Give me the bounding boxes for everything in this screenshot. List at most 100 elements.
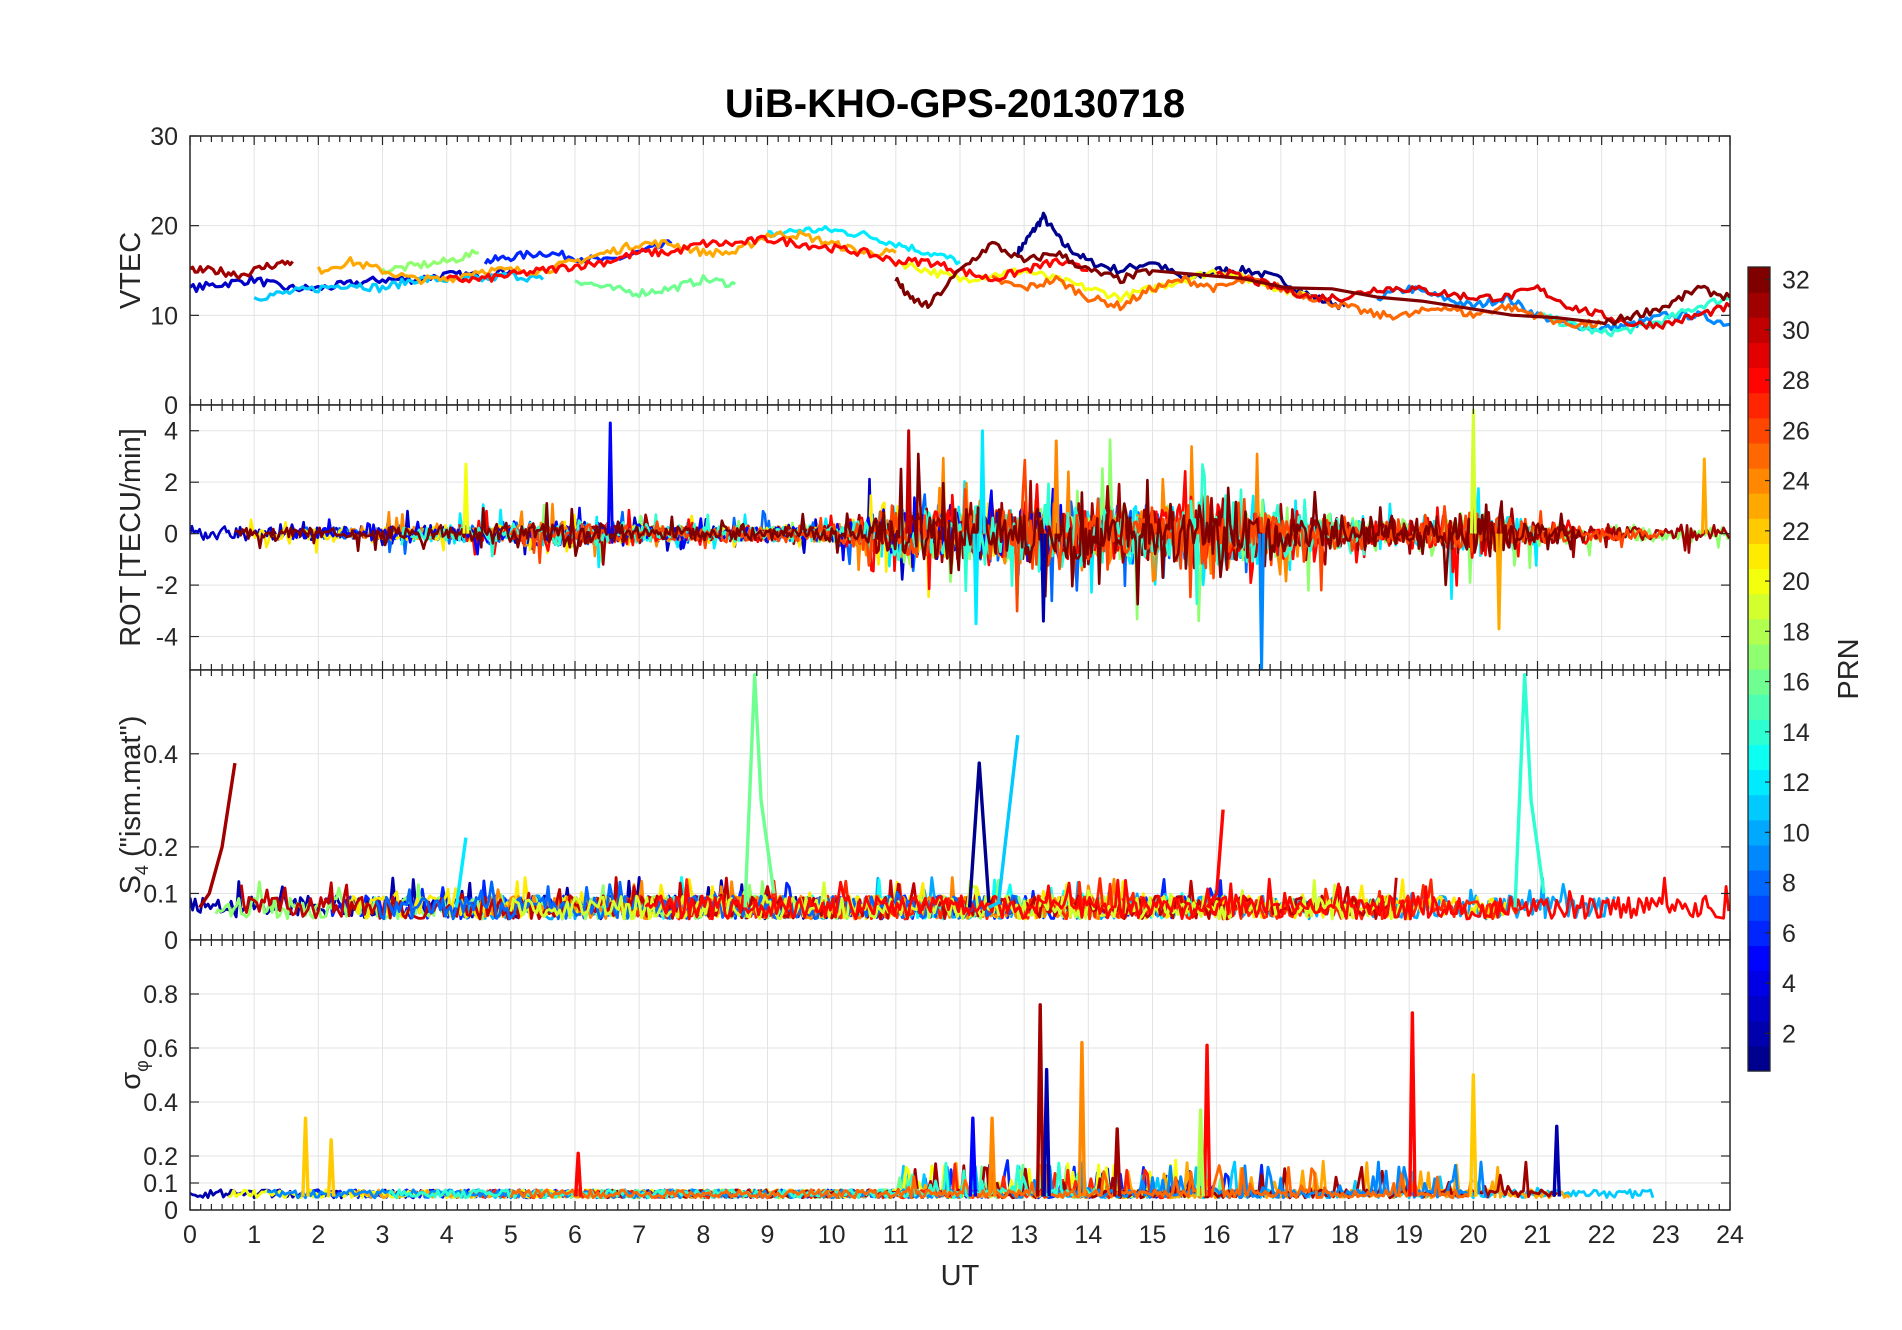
sigphi-spike — [1112, 1127, 1122, 1197]
data-layer — [190, 408, 1730, 670]
colorbar-tick-label: 32 — [1782, 267, 1810, 295]
colorbar-frame — [1747, 266, 1771, 1072]
colorbar-tick-label: 28 — [1782, 367, 1810, 395]
s4-spike — [1205, 809, 1225, 909]
y-tick-label: 0.1 — [143, 880, 178, 908]
series-prn-17 — [381, 248, 480, 275]
colorbar-tick-label: 16 — [1782, 669, 1810, 697]
panel-vtec: 0 10 20 30 VTEC — [115, 123, 1731, 420]
sigphi-spike — [1042, 1067, 1051, 1197]
rot-spike — [1700, 457, 1708, 534]
x-axis-label: UT — [941, 1260, 980, 1292]
colorbar-swatch — [1748, 1020, 1770, 1047]
rot-spike — [972, 533, 980, 626]
colorbar-swatch — [1748, 543, 1770, 570]
colorbar-swatch — [1748, 920, 1770, 946]
s4-spike — [988, 734, 1020, 909]
rot-spike — [606, 421, 614, 534]
colorbar-tick-label: 2 — [1782, 1020, 1796, 1048]
colorbar-swatch — [1748, 769, 1770, 796]
colorbar-swatch — [1748, 618, 1770, 645]
colorbar-tick-label: 8 — [1782, 870, 1796, 898]
x-tick-label: 1 — [247, 1221, 261, 1249]
s4-spike — [454, 837, 468, 908]
x-tick-label: 16 — [1203, 1221, 1231, 1249]
x-tick-label: 11 — [883, 1221, 909, 1249]
sigphi-spike — [1202, 1043, 1212, 1197]
panel-s4: 0 0.1 0.2 0.4S4 ("ism.mat") — [115, 669, 1731, 955]
sigphi-spike — [573, 1151, 583, 1197]
colorbar-tick-label: 10 — [1782, 819, 1810, 847]
x-ticks — [189, 136, 1731, 405]
rot-spike — [1495, 533, 1503, 631]
s4-spike — [198, 762, 237, 909]
series-prn-20 — [894, 261, 1314, 303]
sigphi-spike — [326, 1138, 336, 1197]
colorbar-tick-label: 18 — [1782, 618, 1810, 646]
y-tick-label: 0.2 — [143, 834, 178, 862]
x-ticks — [189, 670, 1731, 940]
x-tick-label: 12 — [946, 1221, 974, 1249]
colorbar-tick-label: 4 — [1782, 970, 1796, 998]
colorbar-swatch — [1748, 417, 1770, 444]
x-tick-label: 24 — [1716, 1221, 1744, 1249]
colorbar-swatch — [1748, 442, 1770, 469]
colorbar-swatch — [1748, 719, 1770, 745]
colorbar-tick-label: 14 — [1782, 719, 1810, 747]
colorbar-swatch — [1748, 870, 1770, 896]
colorbar-swatch — [1748, 744, 1770, 771]
y-tick-label: 0.1 — [143, 1170, 178, 1198]
colorbar-swatch — [1748, 1045, 1770, 1072]
colorbar-swatch — [1748, 819, 1770, 846]
colorbar-swatch — [1748, 593, 1770, 620]
y-tick-label: 0 — [164, 392, 178, 420]
y-tick-label: 0 — [164, 1197, 178, 1225]
y-tick-label: 0 — [164, 927, 178, 955]
colorbar-swatch — [1748, 844, 1770, 871]
colorbar-swatch — [1748, 392, 1770, 419]
y-tick-label: 30 — [150, 123, 178, 151]
colorbar-swatch — [1748, 468, 1770, 494]
y-axis-label: σφ — [115, 1060, 152, 1090]
series-prn-11 — [253, 271, 545, 302]
colorbar-swatch — [1748, 643, 1770, 670]
x-tick-label: 9 — [761, 1221, 775, 1249]
series-prn-31 — [190, 259, 294, 280]
sigphi-spike — [1196, 1108, 1205, 1197]
rot-spike — [905, 429, 913, 534]
data-layer — [190, 1003, 1655, 1200]
sigphi-spike — [1077, 1040, 1087, 1197]
x-tick-label: 10 — [818, 1221, 846, 1249]
y-tick-label: 2 — [164, 469, 178, 497]
x-tick-label: 4 — [440, 1221, 454, 1249]
sigphi-spike — [1408, 1011, 1417, 1197]
colorbar-swatch — [1748, 317, 1770, 343]
x-tick-label: 13 — [1010, 1221, 1038, 1249]
rot-spike — [979, 429, 986, 534]
x-tick-label: 5 — [504, 1221, 518, 1249]
x-tick-label: 2 — [311, 1221, 325, 1249]
colorbar-tick-label: 26 — [1782, 417, 1810, 445]
colorbar-swatch — [1748, 970, 1770, 997]
x-tick-label: 3 — [376, 1221, 390, 1249]
colorbar-swatch — [1748, 794, 1770, 821]
colorbar-swatch — [1748, 669, 1770, 695]
y-axis-label: ROT [TECU/min] — [115, 428, 147, 647]
colorbar-tick-label: 20 — [1782, 568, 1810, 596]
colorbar-swatch — [1748, 694, 1770, 720]
x-ticks — [189, 940, 1731, 1210]
y-axis-label: S4 ("ism.mat") — [115, 716, 152, 895]
rot-spike — [462, 462, 470, 534]
x-tick-label: 0 — [183, 1221, 197, 1249]
x-tick-label: 8 — [696, 1221, 710, 1249]
x-tick-label: 23 — [1652, 1221, 1680, 1249]
sigphi-spike — [1469, 1073, 1478, 1197]
s4-spike — [743, 672, 776, 908]
colorbar-swatch — [1748, 895, 1770, 921]
series-prn-28 — [445, 234, 1089, 284]
rot-spike — [1039, 533, 1047, 623]
data-layer — [190, 211, 1730, 338]
rot-spike — [1052, 439, 1060, 534]
